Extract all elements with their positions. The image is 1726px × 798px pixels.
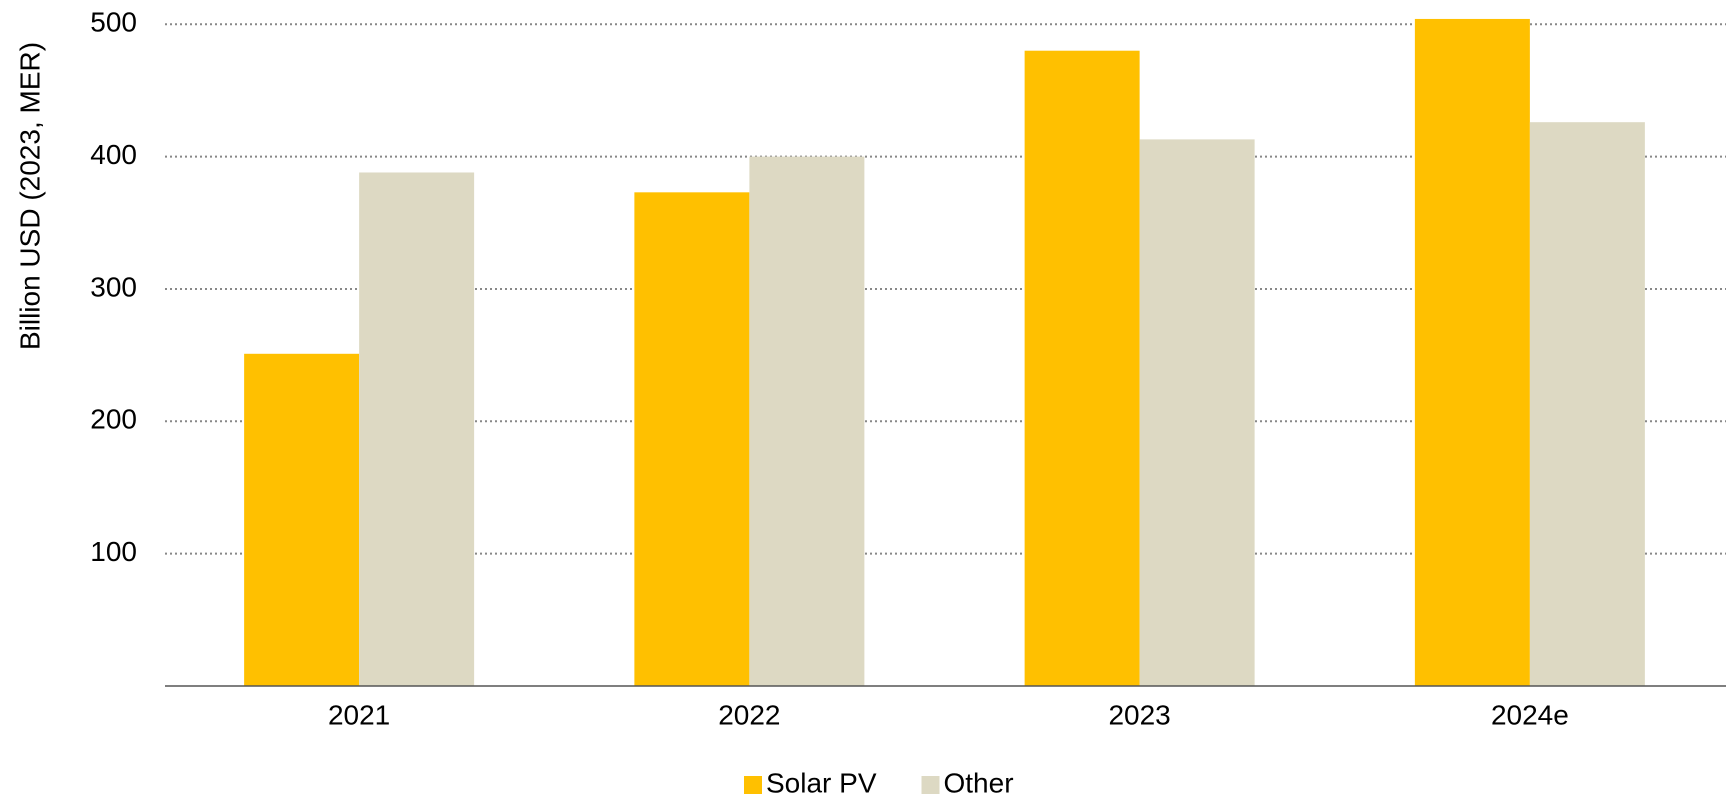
bar (1139, 139, 1255, 687)
x-tick-label: 2022 (718, 699, 780, 730)
y-tick-label: 300 (90, 271, 137, 302)
x-tick-label: 2021 (328, 699, 390, 730)
bar (1024, 50, 1140, 687)
legend-swatch (921, 776, 940, 794)
bar (359, 172, 475, 686)
bar (1529, 122, 1645, 687)
bar (1414, 18, 1530, 687)
legend-label: Solar PV (766, 767, 877, 798)
y-tick-label: 200 (90, 404, 137, 435)
y-tick-label: 400 (90, 139, 137, 170)
y-axis-label: Billion USD (2023, MER) (14, 42, 45, 350)
x-tick-label: 2024e (1491, 699, 1569, 730)
legend-swatch (744, 776, 762, 794)
bar (634, 192, 750, 686)
legend-label: Other (944, 767, 1014, 798)
bar (749, 156, 865, 686)
x-tick-label: 2023 (1108, 699, 1170, 730)
y-tick-label: 500 (90, 7, 137, 38)
y-tick-label: 100 (90, 536, 137, 567)
bar (244, 353, 360, 686)
